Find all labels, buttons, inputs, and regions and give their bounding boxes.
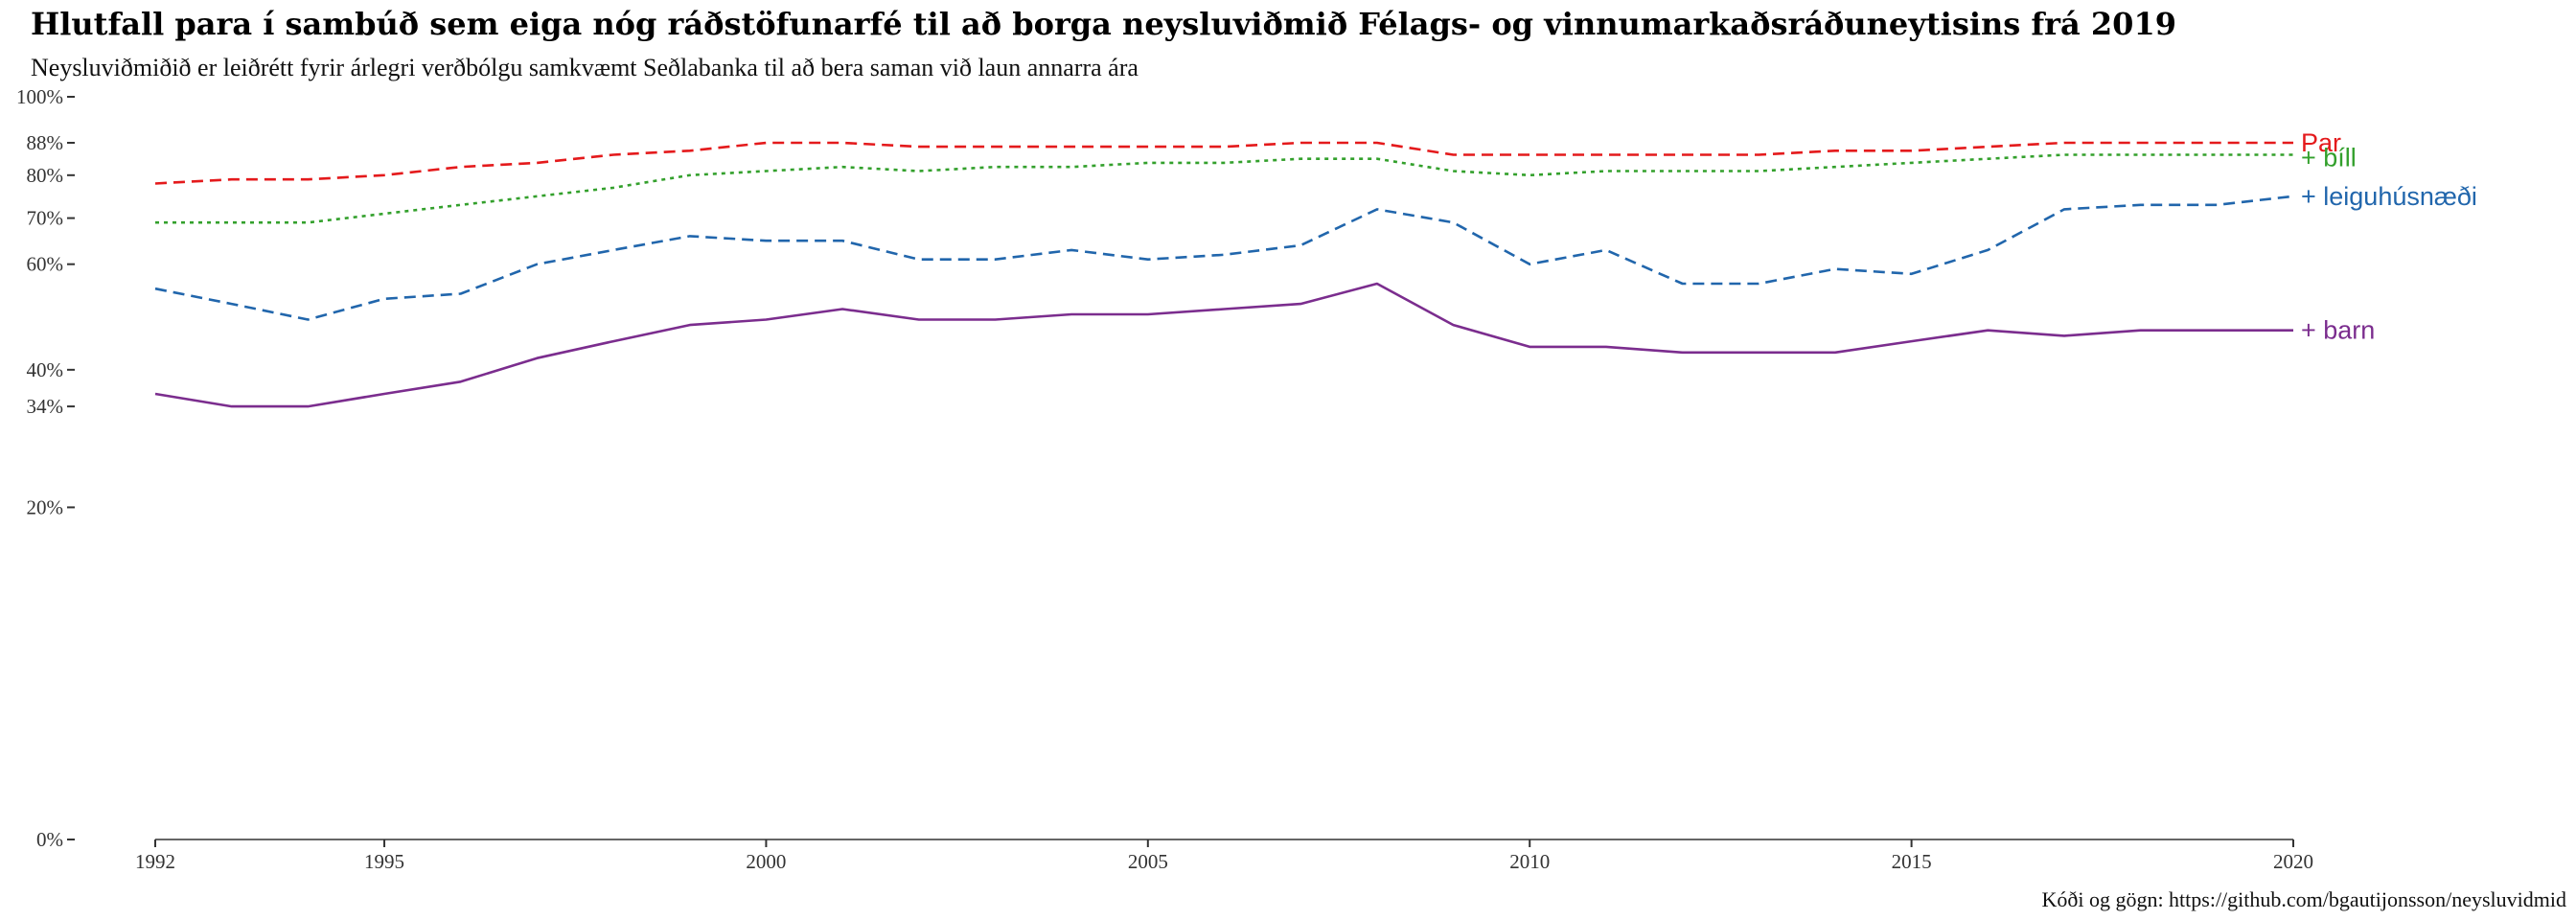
x-tick-label: 2015 bbox=[1892, 850, 1932, 873]
x-axis: 1992 1995 2000 2005 2010 2015 2020 bbox=[135, 839, 2313, 873]
y-tick-label: 70% bbox=[27, 207, 64, 230]
chart-title: Hlutfall para í sambúð sem eiga nóg ráðs… bbox=[31, 6, 2176, 42]
chart-subtitle: Neysluviðmiðið er leiðrétt fyrir árlegri… bbox=[31, 54, 1138, 81]
y-tick-label: 40% bbox=[27, 358, 64, 381]
y-tick-label: 20% bbox=[27, 495, 64, 518]
series-label: + leiguhúsnæði bbox=[2301, 182, 2477, 211]
series-label: + barn bbox=[2301, 316, 2375, 345]
x-tick-label: 2020 bbox=[2273, 850, 2313, 873]
y-tick-label: 88% bbox=[27, 131, 64, 154]
y-tick-label: 100% bbox=[16, 85, 63, 108]
x-tick-label: 2010 bbox=[1509, 850, 1550, 873]
x-tick-label: 1992 bbox=[135, 850, 175, 873]
series-line bbox=[154, 141, 2293, 185]
series-label: Par bbox=[2301, 128, 2341, 157]
x-tick-label: 1995 bbox=[364, 850, 404, 873]
series-label: + bíll bbox=[2301, 143, 2357, 172]
series-line bbox=[155, 153, 2293, 224]
x-tick-label: 2000 bbox=[746, 850, 786, 873]
y-tick-label: 60% bbox=[27, 253, 64, 276]
source-caption: Kóði og gögn: https://github.com/bgautij… bbox=[2041, 887, 2566, 911]
y-axis: 0% 20% 34% 40% 60% 70% 80% 88% 100% bbox=[16, 85, 75, 851]
x-tick-label: 2005 bbox=[1128, 850, 1168, 873]
y-tick-label: 80% bbox=[27, 164, 64, 187]
series-line bbox=[154, 195, 2294, 321]
y-tick-label: 0% bbox=[36, 828, 63, 851]
series-labels: Par+ bíll + leiguhúsnæði + barn bbox=[2301, 128, 2477, 345]
series-lines bbox=[154, 141, 2294, 408]
y-tick-label: 34% bbox=[27, 395, 64, 418]
series-line bbox=[154, 282, 2293, 408]
